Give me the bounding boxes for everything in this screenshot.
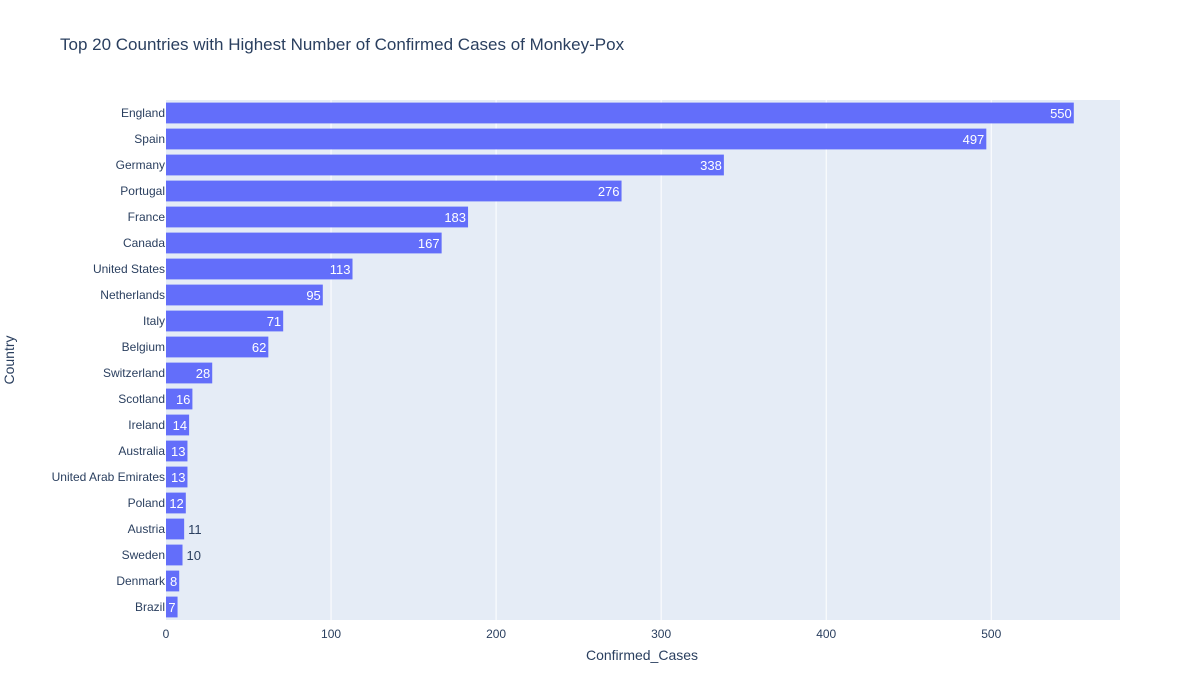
bar-value-label: 276 bbox=[598, 184, 620, 199]
x-tick-label: 100 bbox=[321, 627, 341, 641]
bar-value-label: 71 bbox=[267, 314, 281, 329]
bar-value-label: 167 bbox=[418, 236, 440, 251]
bar-spain bbox=[166, 128, 987, 150]
bar-value-label: 13 bbox=[171, 470, 185, 485]
bar-value-label: 8 bbox=[170, 574, 177, 589]
y-axis-ticks: England Spain Germany Portugal France Canada U… bbox=[52, 106, 166, 614]
bar-australia bbox=[166, 440, 188, 462]
x-tick-label: 0 bbox=[163, 627, 170, 641]
y-tick-label: Denmark bbox=[116, 574, 166, 588]
bar-scotland bbox=[166, 388, 193, 410]
x-axis-ticks: 0 100 200 300 400 500 bbox=[163, 627, 1002, 641]
bar-ireland bbox=[166, 414, 190, 436]
y-tick-label: Scotland bbox=[118, 392, 165, 406]
y-axis-title: Country bbox=[1, 335, 17, 384]
x-tick-label: 500 bbox=[981, 627, 1001, 641]
bar-value-label: 28 bbox=[196, 366, 210, 381]
bar-brazil bbox=[166, 596, 178, 618]
y-tick-label: Brazil bbox=[135, 600, 165, 614]
x-tick-label: 200 bbox=[486, 627, 506, 641]
y-tick-label: Ireland bbox=[128, 418, 165, 432]
bar-austria bbox=[166, 518, 185, 540]
x-tick-label: 400 bbox=[816, 627, 836, 641]
y-tick-label: Poland bbox=[128, 496, 165, 510]
bar-united-arab-emirates bbox=[166, 466, 188, 488]
bar-value-label: 113 bbox=[330, 262, 351, 277]
bar-sweden bbox=[166, 544, 183, 566]
y-tick-label: England bbox=[121, 106, 165, 120]
bar-denmark bbox=[166, 570, 180, 592]
x-axis-title: Confirmed_Cases bbox=[586, 647, 698, 663]
y-tick-label: Austria bbox=[128, 522, 166, 536]
bar-value-label: 12 bbox=[169, 496, 183, 511]
bar-value-label: 95 bbox=[306, 288, 320, 303]
bar-portugal bbox=[166, 180, 622, 202]
bar-united-states bbox=[166, 258, 353, 280]
y-tick-label: Spain bbox=[134, 132, 165, 146]
bar-value-label: 16 bbox=[176, 392, 190, 407]
bar-value-label: 10 bbox=[187, 548, 201, 563]
bar-germany bbox=[166, 154, 724, 176]
y-tick-label: Canada bbox=[123, 236, 165, 250]
bar-netherlands bbox=[166, 284, 323, 306]
bar-value-label: 14 bbox=[173, 418, 187, 433]
y-tick-label: United States bbox=[93, 262, 165, 276]
x-tick-label: 300 bbox=[651, 627, 671, 641]
y-tick-label: France bbox=[128, 210, 166, 224]
y-tick-label: Belgium bbox=[122, 340, 165, 354]
y-tick-label: Netherlands bbox=[100, 288, 165, 302]
bar-value-label: 338 bbox=[700, 158, 722, 173]
bar-france bbox=[166, 206, 469, 228]
bar-poland bbox=[166, 492, 186, 514]
bar-value-label: 497 bbox=[963, 132, 985, 147]
plot-area bbox=[166, 100, 1120, 620]
chart-title: Top 20 Countries with Highest Number of … bbox=[60, 35, 625, 54]
bar-italy bbox=[166, 310, 284, 332]
bar-value-label: 11 bbox=[188, 522, 202, 537]
bar-belgium bbox=[166, 336, 269, 358]
bar-value-label: 550 bbox=[1050, 106, 1072, 121]
y-tick-label: Germany bbox=[116, 158, 165, 172]
y-tick-label: Australia bbox=[118, 444, 165, 458]
bars bbox=[166, 102, 1074, 618]
bar-value-label: 7 bbox=[168, 600, 175, 615]
bar-value-label: 183 bbox=[444, 210, 466, 225]
y-tick-label: United Arab Emirates bbox=[52, 470, 165, 484]
bar-canada bbox=[166, 232, 442, 254]
y-tick-label: Portugal bbox=[120, 184, 165, 198]
y-tick-label: Switzerland bbox=[103, 366, 165, 380]
bar-england bbox=[166, 102, 1074, 124]
y-tick-label: Sweden bbox=[122, 548, 165, 562]
bar-value-label: 13 bbox=[171, 444, 185, 459]
y-tick-label: Italy bbox=[143, 314, 165, 328]
bar-switzerland bbox=[166, 362, 213, 384]
bar-value-label: 62 bbox=[252, 340, 266, 355]
